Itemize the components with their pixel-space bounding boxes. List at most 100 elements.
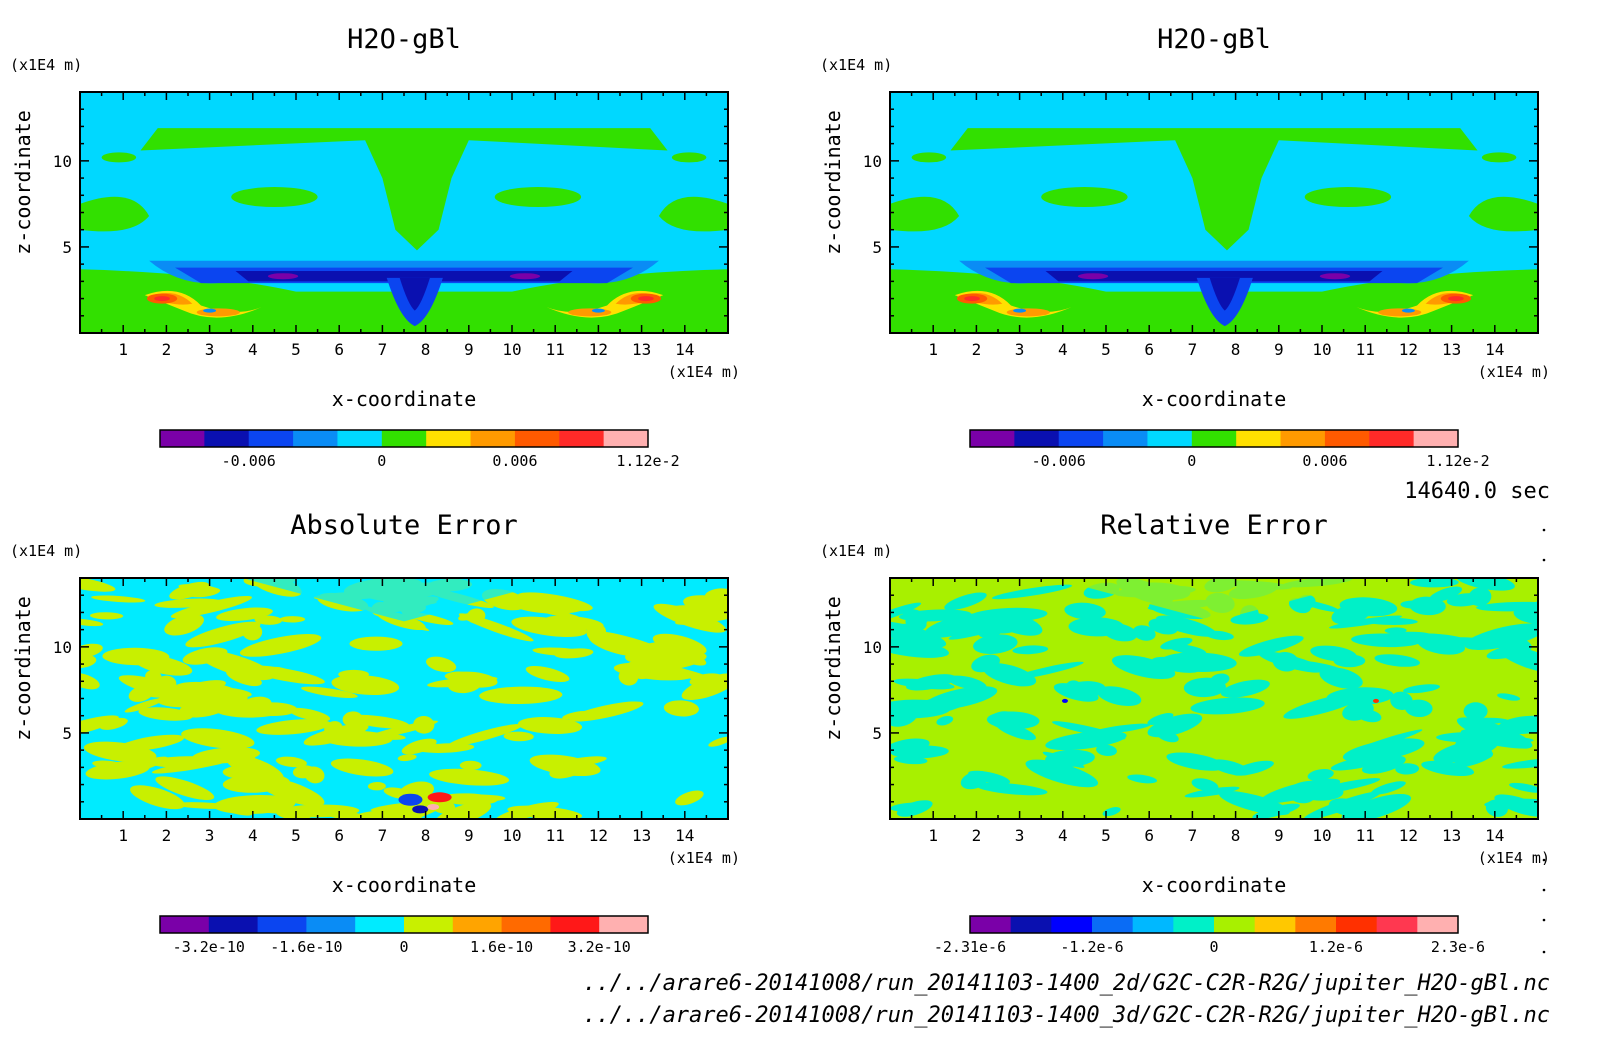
x-tick-label: 2 (162, 340, 172, 359)
x-tick-label: 8 (421, 340, 431, 359)
error-streak (90, 612, 124, 620)
x-tick-label: 7 (1188, 826, 1198, 845)
error-streak (1238, 635, 1304, 657)
error-streak (1464, 623, 1538, 650)
colorbar-swatch (160, 430, 205, 447)
x-tick-label: 13 (632, 826, 651, 845)
colorbar-swatch (1014, 430, 1060, 447)
error-streak (1341, 793, 1412, 819)
error-streak (996, 722, 1036, 741)
orange-vortex (1378, 308, 1422, 317)
error-streak (890, 699, 951, 719)
x-tick-label: 1 (928, 340, 938, 359)
green-blob (494, 187, 582, 208)
error-streak (554, 648, 594, 659)
colorbar-label: 0 (1187, 452, 1196, 470)
x-tick-label: 11 (1356, 340, 1375, 359)
error-streak (164, 614, 204, 636)
green-plume (950, 128, 1478, 251)
error-streak (226, 669, 262, 687)
colorbar-label: 2.3e-6 (1431, 938, 1485, 956)
error-streak (181, 728, 255, 749)
source-file-2d: ../../arare6-20141008/run_20141103-1400_… (583, 971, 1550, 996)
colorbar-swatch (355, 916, 405, 933)
plot-area (80, 578, 728, 819)
x-tick-label: 5 (1101, 340, 1111, 359)
panel-title: H2O-gBl (1157, 24, 1271, 55)
x-tick-label: 2 (162, 826, 172, 845)
x-tick-label: 9 (464, 826, 474, 845)
error-streak (91, 595, 146, 603)
colorbar-swatch (1324, 430, 1370, 447)
y-tick-label: 5 (62, 238, 72, 257)
error-streak (890, 602, 922, 626)
x-tick-label: 5 (291, 340, 301, 359)
colorbar-label: 0.006 (1302, 452, 1347, 470)
colorbar-swatch (1092, 916, 1134, 933)
error-streak (413, 715, 435, 734)
x-tick-label: 5 (291, 826, 301, 845)
green-blob (658, 196, 728, 232)
error-streak (479, 686, 563, 705)
dot (1542, 918, 1546, 922)
colorbar-frame (969, 429, 1459, 448)
colorbar-label: 0 (399, 938, 408, 956)
navy-layer (1045, 271, 1383, 282)
red-vortex-core (638, 296, 654, 302)
error-streak (1191, 778, 1219, 792)
colorbar-swatch (381, 430, 427, 447)
error-streak (924, 613, 992, 638)
error-streak (976, 782, 1048, 796)
error-streak (947, 675, 987, 690)
error-streak (511, 616, 587, 637)
error-streak (349, 636, 403, 651)
orange-vortex (1006, 308, 1050, 317)
x-tick-label: 2 (972, 826, 982, 845)
error-streak (347, 714, 410, 729)
colorbar-swatch (501, 916, 551, 933)
colorbar-swatch (603, 430, 649, 447)
error-streak (80, 654, 97, 669)
top-wedge (1052, 578, 1376, 622)
error-streak (170, 595, 252, 619)
x-tick-label: 4 (1058, 340, 1068, 359)
error-streak (1319, 667, 1363, 689)
x-tick-label: 13 (1442, 826, 1461, 845)
error-streak (1370, 781, 1406, 795)
x-tick-label: 9 (1274, 826, 1284, 845)
error-streak (517, 717, 583, 734)
error-streak (213, 794, 296, 815)
green-blob (890, 196, 960, 232)
x-tick-label: 14 (1485, 826, 1504, 845)
error-streak (185, 621, 261, 648)
error-streak (586, 623, 607, 642)
error-streak (675, 790, 704, 806)
panel-title: H2O-gBl (347, 24, 461, 55)
colorbar-swatch (470, 430, 516, 447)
x-unit-label: (x1E4 m) (668, 363, 740, 381)
x-tick-label: 14 (675, 340, 694, 359)
blue-spot (1013, 308, 1027, 313)
error-streak (1132, 625, 1156, 641)
purple-core (509, 273, 541, 280)
error-streak (978, 620, 1006, 638)
error-streak (517, 592, 593, 612)
colorbar-swatch (1132, 916, 1174, 933)
error-streak (1485, 799, 1508, 817)
colorbar-swatch (970, 430, 1015, 447)
error-streak (1025, 759, 1099, 788)
error-streak (1184, 786, 1240, 798)
colorbar-swatch (426, 430, 472, 447)
colorbar-label: 0 (1209, 938, 1218, 956)
x-tick-label: 9 (464, 340, 474, 359)
x-tick-label: 5 (1101, 826, 1111, 845)
green-blob (80, 196, 150, 232)
error-streak (426, 656, 457, 673)
error-streak (1097, 686, 1142, 706)
error-streak (1476, 601, 1538, 612)
error-streak (1410, 578, 1459, 588)
error-streak (625, 641, 677, 663)
